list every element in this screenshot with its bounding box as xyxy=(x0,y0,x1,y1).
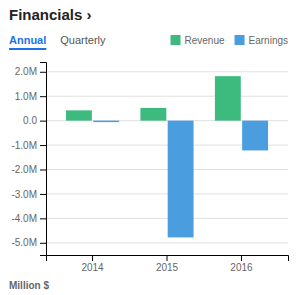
grid-line xyxy=(46,193,288,194)
legend-swatch xyxy=(171,35,181,45)
y-tick: -4.0M xyxy=(11,213,46,224)
y-tick-label: -2.0M xyxy=(11,164,37,175)
y-tick-label: -3.0M xyxy=(11,189,37,200)
bar xyxy=(140,108,166,121)
bar xyxy=(93,121,119,122)
y-tick-label: -1.0M xyxy=(11,140,37,151)
axis-label: Million $ xyxy=(9,280,49,291)
grid-line xyxy=(46,218,288,219)
y-axis: -5.0M -4.0M -3.0M -2.0M -1.0M 0.0 1.0M 2.0M xyxy=(11,63,46,256)
grid-line xyxy=(46,96,288,97)
y-tick-label: -5.0M xyxy=(11,237,37,248)
chart: Financials › Annual Quarterly -5.0M -4.0M -3.… xyxy=(0,0,300,295)
x-tick: 2016 xyxy=(230,255,253,273)
y-tick-label: 2.0M xyxy=(15,66,37,77)
legend-item: Earnings xyxy=(235,35,288,46)
x-axis-line xyxy=(47,256,289,262)
legend-swatch xyxy=(235,35,245,45)
y-tick-mark xyxy=(40,145,46,146)
tab-underline xyxy=(9,48,46,50)
bars xyxy=(66,76,268,237)
y-tick-label: -4.0M xyxy=(11,213,37,224)
y-tick-mark xyxy=(40,96,46,97)
grid xyxy=(46,72,288,243)
y-tick: 2.0M xyxy=(15,66,46,77)
y-tick-label: 0.0 xyxy=(23,115,37,126)
x-tick-mark xyxy=(167,255,168,261)
y-tick: -2.0M xyxy=(11,164,46,175)
x-tick-label: 2015 xyxy=(156,262,179,273)
grid-line xyxy=(46,242,288,243)
x-tick-label: 2016 xyxy=(230,262,253,273)
y-tick-mark xyxy=(40,218,46,219)
x-tick: 2015 xyxy=(156,255,179,273)
y-tick-mark xyxy=(40,72,46,73)
x-tick-mark xyxy=(92,255,93,261)
bar-series xyxy=(66,76,241,120)
x-tick: 2014 xyxy=(81,255,104,273)
bar xyxy=(66,110,92,120)
y-tick-mark xyxy=(40,121,46,122)
bar xyxy=(215,76,241,120)
legend-label: Earnings xyxy=(249,35,288,46)
y-axis-line xyxy=(40,63,47,256)
y-tick-mark xyxy=(40,194,46,195)
y-tick-mark xyxy=(40,169,46,170)
y-tick-label: 1.0M xyxy=(15,91,37,102)
bar xyxy=(168,121,194,238)
tab: Quarterly xyxy=(60,34,106,46)
legend-item: Revenue xyxy=(171,35,225,46)
bar xyxy=(242,121,268,151)
grid-line xyxy=(46,169,288,170)
plot: -5.0M -4.0M -3.0M -2.0M -1.0M 0.0 1.0M 2.0M 2014… xyxy=(11,63,288,274)
tab: Annual xyxy=(9,34,46,46)
legend: Revenue Earnings xyxy=(171,35,289,46)
y-tick: -5.0M xyxy=(11,237,46,248)
x-tick-mark xyxy=(241,255,242,261)
legend-label: Revenue xyxy=(185,35,225,46)
x-tick-label: 2014 xyxy=(81,262,104,273)
bar-series xyxy=(93,121,268,238)
y-tick: -1.0M xyxy=(11,140,46,151)
y-tick: -3.0M xyxy=(11,189,46,200)
y-tick: 1.0M xyxy=(15,91,46,102)
y-tick-mark xyxy=(40,243,46,244)
grid-line xyxy=(46,71,288,72)
title: Financials › xyxy=(9,6,92,23)
x-axis: 2014 2015 2016 xyxy=(47,255,289,273)
y-tick: 0.0 xyxy=(23,115,46,126)
